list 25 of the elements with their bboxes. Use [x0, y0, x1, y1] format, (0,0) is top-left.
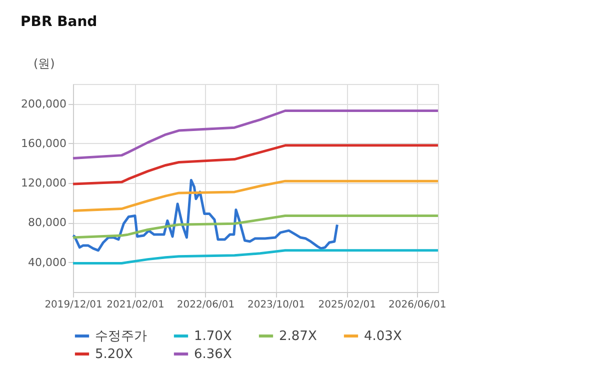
x-tick-label: 2019/12/01 — [44, 300, 102, 310]
y-tick-label: 120,000 — [21, 176, 66, 190]
legend-label: 2.87X — [279, 329, 317, 344]
line-series — [72, 109, 440, 160]
x-tick-label: 2026/06/01 — [388, 300, 446, 310]
line-series — [72, 249, 440, 265]
y-tick-label: 40,000 — [28, 256, 66, 269]
line-series — [72, 180, 440, 212]
x-tick-label: 2025/02/01 — [318, 300, 376, 310]
legend-label: 4.03X — [364, 329, 402, 344]
legend-label: 수정주가 — [95, 329, 147, 344]
legend-label: 6.36X — [194, 347, 232, 362]
y-tick-label: 200,000 — [21, 97, 66, 110]
x-tick-label: 2021/02/01 — [106, 300, 164, 310]
y-tick-label: 160,000 — [21, 136, 66, 150]
line-series — [72, 214, 440, 239]
x-tick-label: 2023/10/01 — [247, 300, 306, 310]
chart-title: PBR Band — [20, 14, 98, 30]
line-series — [72, 144, 440, 186]
x-tick-label: 2022/06/01 — [176, 300, 235, 310]
legend-label: 5.20X — [95, 347, 133, 362]
line-series — [72, 178, 338, 252]
y-tick-label: 80,000 — [28, 216, 66, 230]
y-axis-title: (원) — [34, 56, 55, 70]
legend-label: 1.70X — [194, 329, 232, 344]
